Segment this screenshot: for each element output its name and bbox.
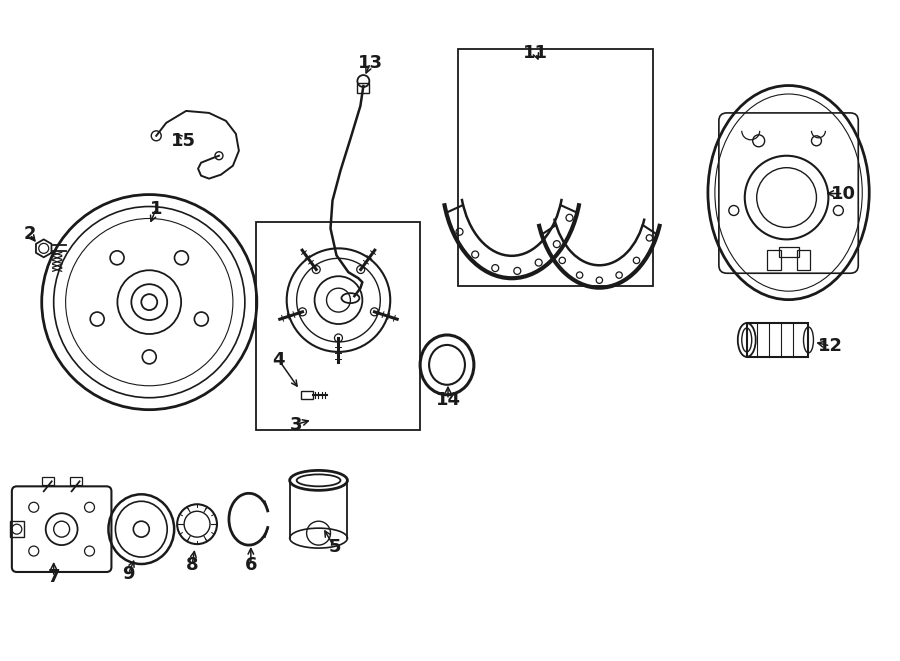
Bar <box>41 477 54 485</box>
Bar <box>301 391 312 399</box>
Bar <box>778 247 798 257</box>
Text: 12: 12 <box>818 337 843 355</box>
Text: 3: 3 <box>290 416 302 434</box>
Text: 15: 15 <box>171 132 195 150</box>
Text: 9: 9 <box>122 565 135 583</box>
Text: 6: 6 <box>245 556 257 574</box>
Bar <box>10 521 23 537</box>
Bar <box>767 251 780 270</box>
Text: 14: 14 <box>436 391 461 408</box>
Bar <box>357 83 369 93</box>
Text: 4: 4 <box>273 351 285 369</box>
Text: 11: 11 <box>523 44 548 62</box>
Bar <box>747 323 808 357</box>
Bar <box>256 223 420 430</box>
Text: 1: 1 <box>150 200 163 217</box>
Text: 13: 13 <box>358 54 382 72</box>
Bar <box>796 251 811 270</box>
Text: 5: 5 <box>328 538 341 556</box>
Text: 8: 8 <box>185 556 198 574</box>
Text: 10: 10 <box>831 184 856 202</box>
Bar <box>458 49 653 286</box>
Text: 7: 7 <box>48 568 60 586</box>
Bar <box>69 477 82 485</box>
Text: 2: 2 <box>23 225 36 243</box>
